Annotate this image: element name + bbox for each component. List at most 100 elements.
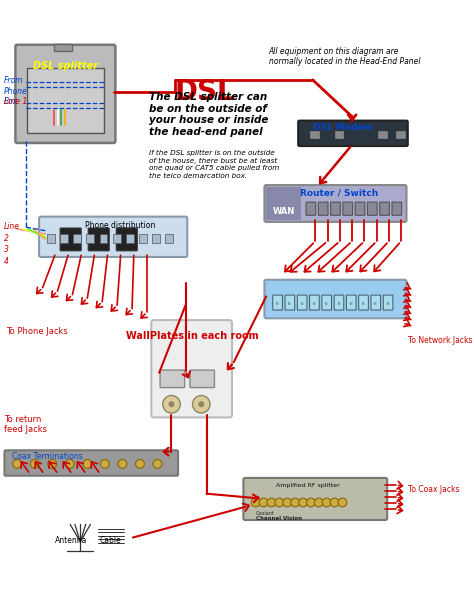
Text: Coax Terminations: Coax Terminations: [12, 452, 82, 462]
Circle shape: [153, 460, 162, 468]
Bar: [396, 131, 405, 138]
Circle shape: [307, 498, 315, 507]
FancyBboxPatch shape: [359, 295, 368, 310]
Text: From
Phone
Box: From Phone Box: [4, 77, 28, 106]
Text: All equipment on this diagram are
normally located in the Head-End Panel: All equipment on this diagram are normal…: [269, 47, 420, 66]
Circle shape: [259, 498, 268, 507]
Text: Cable: Cable: [100, 536, 122, 545]
Circle shape: [192, 395, 210, 413]
FancyBboxPatch shape: [4, 451, 178, 476]
FancyBboxPatch shape: [285, 295, 295, 310]
FancyBboxPatch shape: [264, 280, 407, 318]
Circle shape: [322, 498, 331, 507]
Bar: [100, 234, 108, 243]
Circle shape: [330, 498, 339, 507]
FancyBboxPatch shape: [371, 295, 381, 310]
FancyBboxPatch shape: [331, 202, 340, 215]
FancyBboxPatch shape: [380, 202, 389, 215]
FancyBboxPatch shape: [392, 202, 401, 215]
Text: DSL: DSL: [175, 78, 236, 106]
Text: Router / Switch: Router / Switch: [300, 189, 378, 197]
Text: FI: FI: [374, 302, 377, 306]
Circle shape: [314, 498, 323, 507]
Text: To return
feed Jacks: To return feed Jacks: [4, 415, 47, 434]
Circle shape: [48, 460, 56, 468]
FancyBboxPatch shape: [116, 228, 137, 251]
Bar: [60, 234, 68, 243]
Text: WAN: WAN: [273, 207, 296, 216]
Text: FI: FI: [362, 302, 365, 306]
Text: Line
2
3
4: Line 2 3 4: [4, 222, 20, 266]
Circle shape: [251, 498, 260, 507]
FancyBboxPatch shape: [190, 370, 214, 387]
Circle shape: [83, 460, 91, 468]
Bar: [152, 234, 160, 243]
Circle shape: [283, 498, 292, 507]
Circle shape: [338, 498, 347, 507]
FancyBboxPatch shape: [383, 295, 393, 310]
Circle shape: [291, 498, 300, 507]
Circle shape: [65, 460, 74, 468]
Bar: [126, 234, 134, 243]
Text: To Coax Jacks: To Coax Jacks: [408, 485, 460, 494]
Text: WallPlates in each room: WallPlates in each room: [126, 332, 259, 341]
FancyBboxPatch shape: [39, 216, 187, 257]
Circle shape: [199, 402, 204, 407]
Circle shape: [100, 460, 109, 468]
FancyBboxPatch shape: [273, 295, 283, 310]
FancyBboxPatch shape: [60, 228, 81, 251]
Bar: [54, 44, 72, 51]
FancyBboxPatch shape: [88, 228, 109, 251]
Bar: [165, 234, 173, 243]
Text: FI: FI: [337, 302, 341, 306]
Text: To Phone Jacks: To Phone Jacks: [6, 327, 67, 336]
Bar: [113, 234, 121, 243]
Text: FI: FI: [386, 302, 390, 306]
FancyBboxPatch shape: [297, 295, 307, 310]
Bar: [266, 187, 301, 220]
FancyBboxPatch shape: [306, 202, 316, 215]
Circle shape: [163, 395, 180, 413]
Text: FI: FI: [313, 302, 316, 306]
FancyBboxPatch shape: [310, 295, 319, 310]
Text: The DSL splitter can
be on the outside of
your house or inside
the head-end pane: The DSL splitter can be on the outside o…: [149, 92, 268, 137]
Text: If the DSL splitter is on the outside
of the house, there bust be at least
one q: If the DSL splitter is on the outside of…: [149, 150, 279, 179]
Bar: [335, 131, 343, 138]
FancyBboxPatch shape: [355, 202, 365, 215]
Circle shape: [118, 460, 127, 468]
FancyBboxPatch shape: [346, 295, 356, 310]
Circle shape: [13, 460, 21, 468]
Circle shape: [136, 460, 144, 468]
FancyBboxPatch shape: [16, 45, 115, 143]
FancyBboxPatch shape: [264, 185, 407, 222]
Text: FI: FI: [288, 302, 292, 306]
Text: Channel Vision: Channel Vision: [255, 517, 301, 522]
Text: To Network Jacks: To Network Jacks: [408, 336, 473, 345]
Circle shape: [299, 498, 308, 507]
Bar: [47, 234, 55, 243]
Text: Amplified RF splitter: Amplified RF splitter: [276, 483, 340, 488]
FancyBboxPatch shape: [334, 295, 344, 310]
Text: Antenna: Antenna: [55, 536, 88, 545]
FancyBboxPatch shape: [160, 370, 185, 387]
FancyBboxPatch shape: [298, 121, 408, 146]
FancyBboxPatch shape: [243, 478, 387, 520]
Circle shape: [275, 498, 284, 507]
FancyBboxPatch shape: [367, 202, 377, 215]
Bar: [73, 234, 81, 243]
Text: FI: FI: [325, 302, 328, 306]
Circle shape: [267, 498, 276, 507]
Text: FI: FI: [276, 302, 279, 306]
Bar: [86, 234, 94, 243]
Bar: [378, 131, 387, 138]
Bar: [139, 234, 147, 243]
Text: DSL Modem: DSL Modem: [313, 123, 374, 132]
FancyBboxPatch shape: [27, 69, 104, 134]
FancyBboxPatch shape: [343, 202, 353, 215]
Text: FI: FI: [301, 302, 304, 306]
Text: Line 1: Line 1: [4, 97, 27, 107]
Text: Coolant: Coolant: [255, 511, 274, 516]
Circle shape: [169, 402, 174, 407]
Circle shape: [30, 460, 39, 468]
FancyBboxPatch shape: [322, 295, 331, 310]
